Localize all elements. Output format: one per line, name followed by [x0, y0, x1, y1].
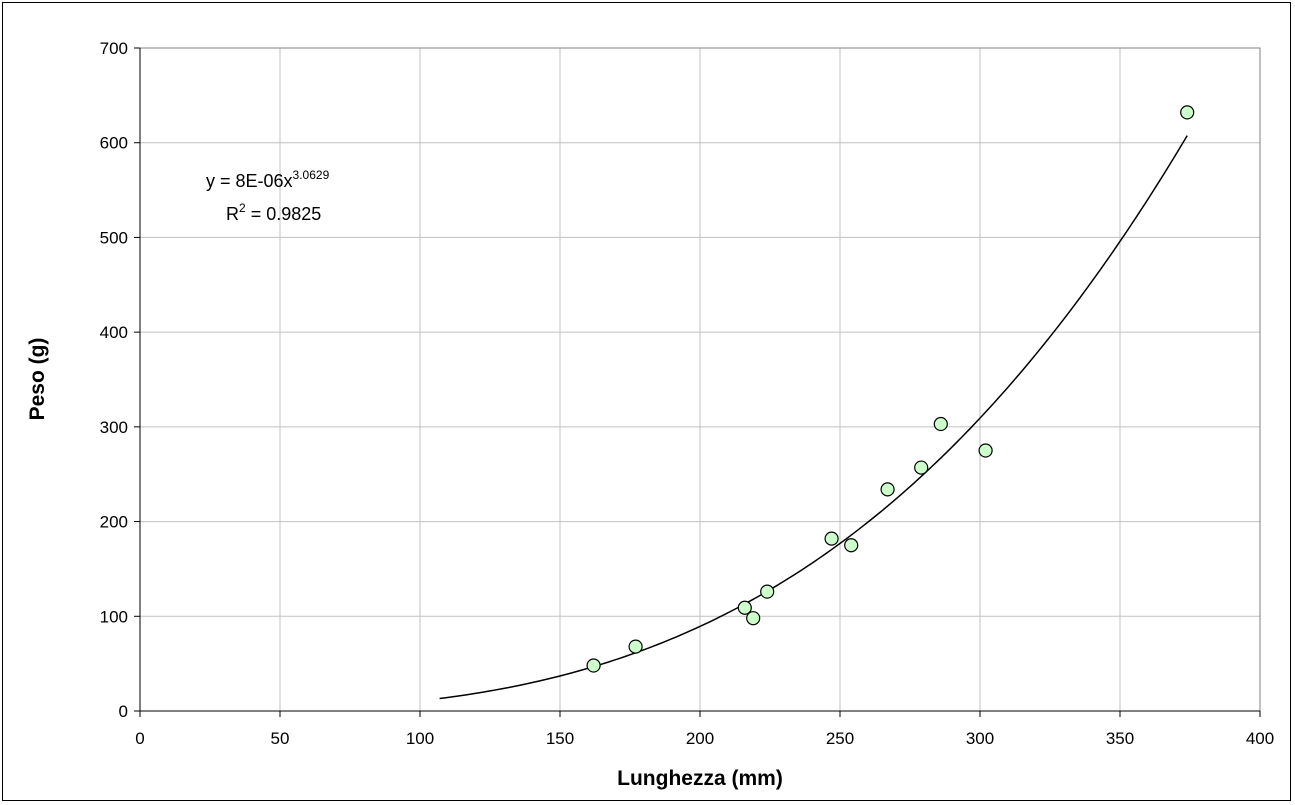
data-point: [978, 443, 993, 458]
data-point: [880, 482, 895, 497]
x-tick-label: 400: [1246, 729, 1274, 748]
y-tick-label: 300: [100, 418, 128, 437]
y-tick-label: 400: [100, 323, 128, 342]
data-point: [933, 416, 948, 432]
y-tick-label: 0: [119, 702, 128, 721]
y-axis-title: Peso (g): [26, 338, 49, 421]
r-squared-label: R2 = 0.9825: [226, 201, 321, 224]
data-point: [824, 531, 839, 546]
data-point: [914, 460, 929, 475]
x-axis-title: Lunghezza (mm): [617, 767, 783, 790]
x-tick-label: 50: [271, 729, 290, 748]
x-tick-label: 350: [1106, 729, 1134, 748]
x-tick-label: 0: [135, 729, 144, 748]
data-point: [844, 538, 859, 553]
data-point: [746, 611, 761, 626]
y-tick-label: 500: [100, 228, 128, 247]
data-point: [760, 584, 775, 599]
x-tick-label: 100: [406, 729, 434, 748]
data-point: [628, 639, 643, 654]
grid-lines: [140, 48, 1260, 711]
x-tick-label: 250: [826, 729, 854, 748]
y-tick-label: 100: [100, 607, 128, 626]
x-tick-label: 300: [966, 729, 994, 748]
data-point: [1180, 105, 1195, 120]
x-tick-label: 200: [686, 729, 714, 748]
data-point: [586, 658, 601, 673]
y-tick-label: 200: [100, 513, 128, 532]
data-point: [737, 600, 752, 615]
y-tick-label: 700: [100, 39, 128, 58]
trendline-equation: y = 8E-06x3.0629: [206, 168, 330, 191]
y-tick-label: 600: [100, 134, 128, 153]
tick-labels: 0 100 200 300 400 500 600 700 0 50 100 150 200 250 300…: [100, 39, 1275, 748]
power-trendline: [439, 135, 1188, 700]
x-tick-label: 150: [546, 729, 574, 748]
data-points: [586, 105, 1195, 673]
axes: [134, 47, 1261, 717]
